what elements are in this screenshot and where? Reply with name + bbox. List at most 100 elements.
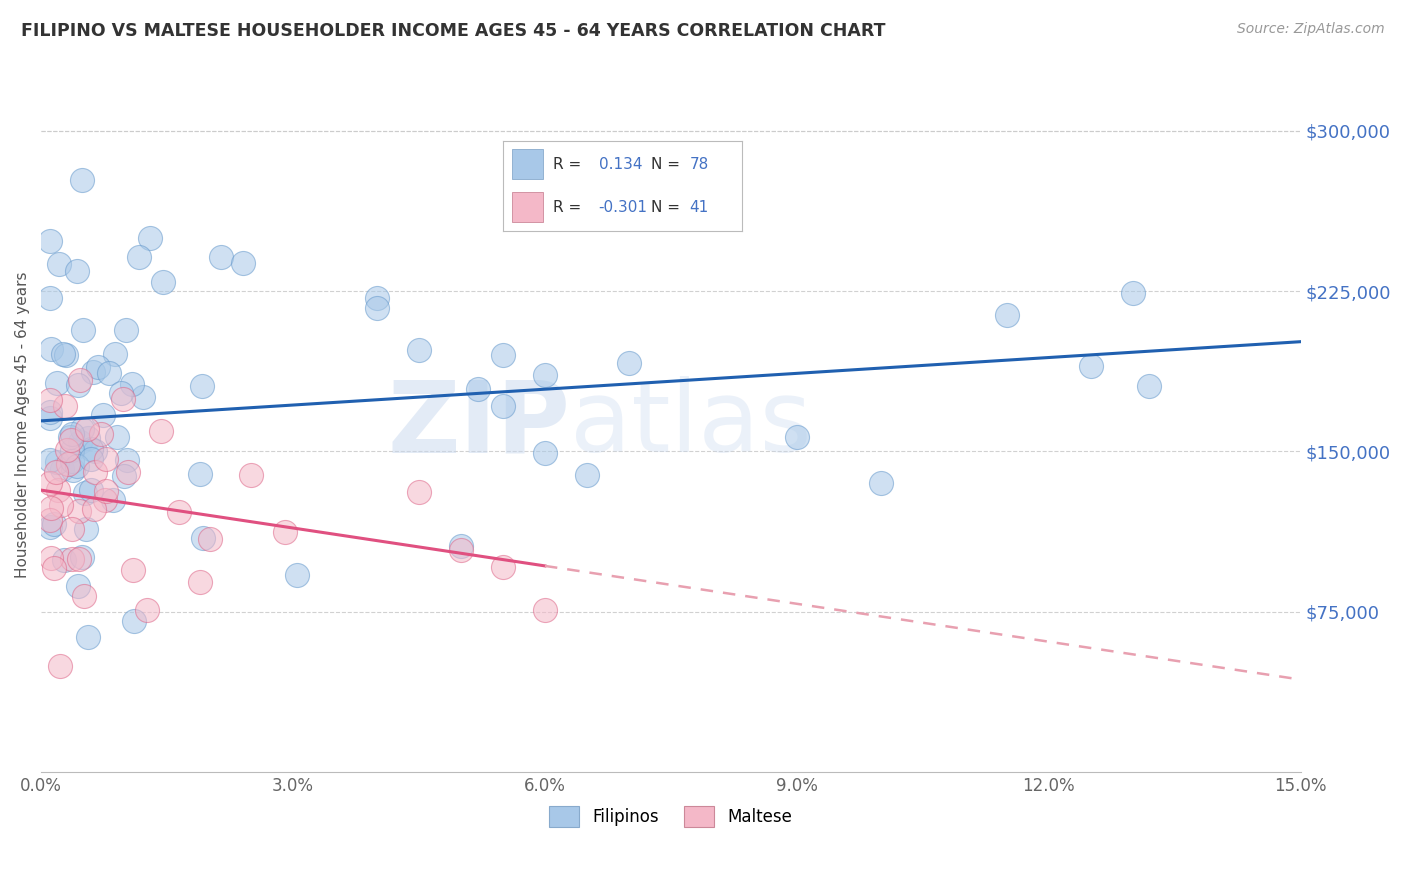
- Point: [152, 275, 174, 289]
- Point: [83, 443, 105, 458]
- Text: 41: 41: [689, 200, 709, 215]
- Point: [69, 435, 91, 450]
- Point: [56, 458, 79, 472]
- Point: [49, 498, 72, 512]
- Point: [70, 422, 93, 436]
- Text: N =: N =: [651, 157, 681, 172]
- Point: [84, 465, 107, 479]
- Point: [366, 291, 388, 305]
- Point: [136, 603, 159, 617]
- Point: [82, 365, 104, 379]
- Point: [492, 399, 515, 413]
- Point: [38, 520, 60, 534]
- Point: [67, 504, 90, 518]
- Point: [38, 453, 60, 467]
- Point: [366, 301, 388, 316]
- Point: [94, 484, 117, 499]
- Point: [39, 342, 62, 356]
- Text: 78: 78: [689, 157, 709, 172]
- Point: [80, 442, 103, 456]
- Point: [49, 658, 72, 673]
- Point: [38, 234, 60, 248]
- Point: [83, 502, 105, 516]
- Point: [80, 452, 103, 467]
- Point: [60, 442, 83, 457]
- Point: [575, 468, 598, 483]
- Point: [231, 255, 253, 269]
- Point: [121, 377, 143, 392]
- Point: [101, 493, 124, 508]
- Point: [110, 386, 132, 401]
- Point: [66, 264, 89, 278]
- Point: [70, 550, 93, 565]
- Point: [273, 525, 295, 540]
- Point: [59, 430, 82, 444]
- Text: 0.134: 0.134: [599, 157, 643, 172]
- Point: [38, 476, 60, 491]
- Point: [67, 579, 90, 593]
- Point: [150, 424, 173, 438]
- Point: [51, 462, 73, 476]
- Point: [45, 376, 67, 391]
- Point: [76, 431, 98, 445]
- Point: [209, 250, 232, 264]
- Point: [191, 531, 214, 545]
- Point: [76, 422, 98, 436]
- Point: [239, 468, 262, 483]
- Point: [132, 390, 155, 404]
- Point: [188, 575, 211, 590]
- Point: [107, 430, 129, 444]
- Point: [72, 323, 94, 337]
- Point: [122, 564, 145, 578]
- Point: [450, 539, 472, 553]
- Point: [73, 590, 96, 604]
- Point: [44, 516, 66, 531]
- Point: [76, 630, 98, 644]
- Point: [869, 476, 891, 491]
- Legend: Filipinos, Maltese: Filipinos, Maltese: [543, 799, 799, 833]
- Point: [90, 426, 112, 441]
- Point: [408, 343, 430, 357]
- Point: [52, 552, 75, 566]
- Point: [702, 200, 724, 214]
- Point: [169, 505, 191, 519]
- Bar: [512, 150, 543, 179]
- Point: [39, 501, 62, 516]
- Bar: [512, 193, 543, 222]
- Text: Source: ZipAtlas.com: Source: ZipAtlas.com: [1237, 22, 1385, 37]
- Point: [38, 405, 60, 419]
- Point: [617, 356, 640, 370]
- Point: [534, 368, 557, 383]
- Point: [1122, 286, 1144, 301]
- Point: [188, 467, 211, 482]
- Text: atlas: atlas: [569, 376, 811, 474]
- Point: [72, 173, 94, 187]
- Point: [467, 382, 489, 396]
- Point: [45, 465, 67, 479]
- Point: [128, 250, 150, 264]
- Point: [534, 603, 557, 617]
- Point: [60, 427, 83, 442]
- Point: [52, 347, 75, 361]
- Point: [59, 434, 82, 448]
- Point: [56, 442, 79, 457]
- Point: [66, 458, 89, 473]
- Point: [42, 561, 65, 575]
- Point: [94, 452, 117, 467]
- Point: [38, 411, 60, 425]
- Text: R =: R =: [553, 200, 581, 215]
- Text: FILIPINO VS MALTESE HOUSEHOLDER INCOME AGES 45 - 64 YEARS CORRELATION CHART: FILIPINO VS MALTESE HOUSEHOLDER INCOME A…: [21, 22, 886, 40]
- Point: [38, 392, 60, 407]
- Point: [117, 465, 139, 479]
- Point: [492, 348, 515, 362]
- Point: [198, 532, 221, 546]
- Point: [48, 257, 70, 271]
- Point: [124, 614, 146, 628]
- Point: [55, 348, 77, 362]
- Point: [1139, 379, 1161, 393]
- Point: [112, 469, 135, 483]
- Point: [492, 559, 515, 574]
- Point: [91, 408, 114, 422]
- Text: -0.301: -0.301: [599, 200, 648, 215]
- Point: [1080, 359, 1102, 374]
